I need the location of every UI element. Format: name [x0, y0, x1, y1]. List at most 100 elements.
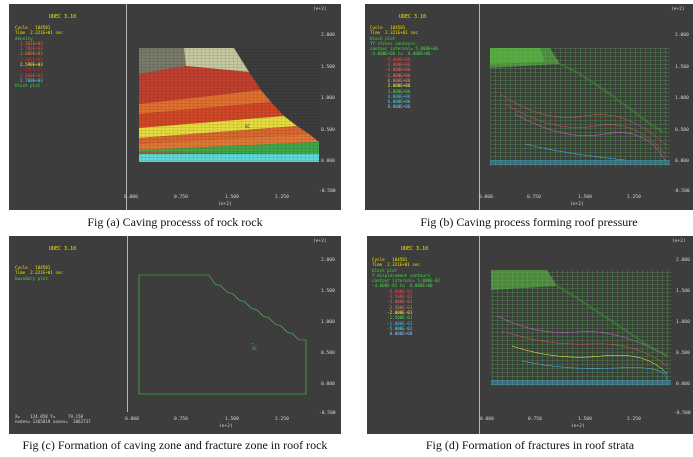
y-tick: -0.500 [319, 189, 336, 194]
legend-line: Time 2.321E+01 sec [15, 30, 63, 36]
legend-line: YY stress contours [370, 40, 416, 46]
legend-line: contour interval= 5.000E-02 [372, 278, 441, 284]
x-axis-unit: (e+2) [571, 424, 585, 429]
y-tick: 0.000 [675, 159, 689, 164]
legend-line: 0.000E+00 [370, 77, 411, 83]
legend-line: -4.000E-01 to 0.000E+00 [372, 283, 433, 289]
legend-line: Cycle 104581 [15, 265, 51, 270]
legend-line: block plot [372, 267, 398, 273]
x-tick: 0.000 [480, 417, 494, 422]
legend-line: -1.500E-01 [372, 315, 413, 321]
legend-line: 1.361E+03 [15, 40, 43, 46]
y-tick: 0.000 [321, 382, 335, 387]
legend-line: -2.000E+06 [370, 67, 411, 73]
panel-b-stress-plot: UDEC 3.10 (e+2) Cycle 104581 Time 2.321E+… [365, 4, 693, 210]
version-label: UDEC 3.10 [49, 246, 77, 252]
legend-line: Cycle 104581 [370, 25, 406, 30]
caption-b: Fig (b) Caving process forming roof pres… [420, 215, 638, 229]
y-axis-unit: (e+2) [313, 239, 327, 244]
legend-line: -2.500E-01 [372, 304, 413, 310]
model-geometry: SC [139, 48, 319, 162]
legend-line: Cycle 104581 [372, 257, 408, 262]
y-tick: 1.000 [676, 320, 690, 325]
legend-line: 2.600E+03 [15, 72, 43, 78]
legend-line: 8.000E+06 [370, 104, 411, 110]
x-tick: 0.750 [528, 417, 542, 422]
legend-line: 2.000E+06 [370, 83, 411, 89]
legend-line: contour interval= 5.000E+06 [370, 46, 439, 52]
legend-line: -2.000E-01 [372, 309, 413, 315]
legend-line: 0.000E+00 [372, 331, 413, 337]
x-axis-unit: (e+2) [570, 202, 584, 207]
legend-line: 2.400E+03 [15, 67, 43, 73]
model-geometry [491, 270, 671, 386]
legend-line: density [15, 35, 33, 41]
y-tick: -0.500 [674, 411, 691, 416]
y-tick: 1.500 [675, 65, 689, 70]
version-label: UDEC 3.10 [49, 14, 77, 20]
panel-c-boundary-plot: UDEC 3.10 (e+2) Cycle 104581 Time 2.321E+… [9, 236, 341, 434]
legend-line: 3.000E+06 [370, 88, 411, 94]
legend-line: -5.000E-02 [372, 325, 413, 331]
svg-text:SC: SC [245, 124, 250, 129]
x-tick: 0.750 [174, 195, 188, 200]
y-tick: 2.000 [321, 258, 335, 263]
legend-line: -3.500E-01 [372, 294, 413, 300]
y-axis-unit: (e+2) [672, 239, 686, 244]
y-tick: 1.000 [675, 96, 689, 101]
legend-line: 2.000E+03 [15, 51, 43, 57]
y-tick: 1.500 [676, 289, 690, 294]
legend-line: -3.000E-01 [372, 299, 413, 305]
legend-line: 2.700E+03 [15, 77, 43, 83]
caption-c: Fig (c) Formation of caving zone and fra… [22, 438, 328, 452]
y-tick: 1.000 [321, 320, 335, 325]
y-tick: 0.500 [321, 351, 335, 356]
x-tick: 0.750 [527, 195, 541, 200]
x-axis-unit: (e+2) [219, 424, 233, 429]
y-tick: 0.500 [676, 351, 690, 356]
legend-line: block plot [370, 35, 396, 41]
x-tick: 0.000 [125, 417, 139, 422]
panel-a-density-plot: UDEC 3.10 (e+2) Cycle 104581 Time 2.321E+… [9, 4, 341, 210]
y-tick: 0.500 [675, 128, 689, 133]
panel-d-displacement-plot: UDEC 3.10 (e+2) Cycle 104581 Time 2.321E+… [367, 236, 693, 434]
legend-line: 4.000E+06 [370, 93, 411, 99]
x-tick: 2.250 [275, 195, 289, 200]
info-separator [126, 4, 127, 210]
legend-line: -4.000E+06 to 8.000E+06 [370, 51, 431, 57]
model-geometry: SC [138, 274, 307, 395]
x-axis-unit: (e+2) [218, 202, 232, 207]
y-tick: 2.000 [321, 33, 335, 38]
cursor-readout: X= 124.058 Y= 79.150 nodes= 1365819 zone… [15, 414, 91, 425]
y-tick: -0.500 [673, 189, 690, 194]
x-tick: 0.000 [124, 195, 138, 200]
y-axis-unit: (e+2) [313, 7, 327, 12]
model-geometry [490, 48, 670, 166]
legend-line: Cycle 104581 [15, 25, 51, 30]
x-tick: 1.500 [225, 195, 239, 200]
info-legend: Cycle 104581 Time 2.321E+01 sec block plot… [370, 25, 438, 110]
y-tick: 2.000 [675, 33, 689, 38]
info-separator [127, 236, 128, 412]
y-tick: 1.500 [321, 65, 335, 70]
x-tick: 2.250 [627, 417, 641, 422]
info-legend: Cycle 104581 Time 2.321E+01 sec boundary p… [15, 265, 63, 281]
info-separator [479, 236, 480, 434]
legend-line: boundary plot [15, 275, 48, 281]
legend-line: 2.600E+03 [15, 56, 43, 62]
info-separator [479, 4, 480, 210]
legend-line: -1.000E+06 [370, 72, 411, 78]
caption-a: Fig (a) Caving processs of rock rock [87, 215, 263, 229]
y-tick: 1.000 [321, 96, 335, 101]
caption-d: Fig (d) Formation of fractures in roof s… [425, 438, 635, 452]
x-tick: 1.500 [225, 417, 239, 422]
legend-line: 6.000E+06 [370, 99, 411, 105]
x-tick: 0.750 [174, 417, 188, 422]
legend-line: -4.000E-01 [372, 288, 413, 294]
info-legend: Cycle 104581 Time 2.321E+01 sec density 1.… [15, 25, 63, 89]
x-tick: 0.000 [479, 195, 493, 200]
legend-line: Time 2.321E+01 sec [370, 30, 418, 36]
seam-marker: SC [252, 346, 257, 351]
legend-line: -1.000E-01 [372, 320, 413, 326]
legend-line: -4.000E+06 [370, 56, 411, 62]
